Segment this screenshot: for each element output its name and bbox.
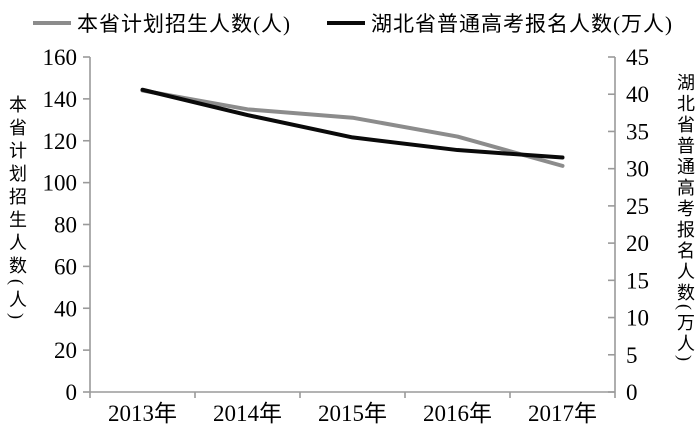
gray-line-swatch-icon: [33, 21, 71, 25]
x-category-label: 2016年: [423, 401, 492, 426]
left-tick-label: 80: [54, 213, 77, 238]
right-tick-label: 25: [626, 194, 649, 219]
legend-label: 本省计划招生人数(人): [77, 12, 291, 36]
left-tick-label: 100: [43, 171, 78, 196]
legend-label: 湖北省普通高考报名人数(万人): [371, 12, 673, 36]
right-tick-label: 15: [626, 268, 649, 293]
x-category-label: 2014年: [213, 401, 282, 426]
right-tick-label: 40: [626, 82, 649, 107]
x-category-label: 2013年: [108, 401, 177, 426]
right-axis-title: 湖北省普通高考报名人数(万人): [675, 73, 695, 364]
left-tick-label: 40: [54, 296, 77, 321]
right-tick-label: 0: [626, 380, 638, 405]
left-axis-title: 本省计划招生人数(人): [7, 95, 27, 324]
right-tick-label: 20: [626, 231, 649, 256]
legend-item-planned-enrollment: 本省计划招生人数(人): [33, 8, 291, 38]
left-tick-label: 140: [43, 87, 78, 112]
chart-legend: 本省计划招生人数(人) 湖北省普通高考报名人数(万人): [33, 8, 673, 38]
right-tick-label: 35: [626, 119, 649, 144]
series-line-0: [140, 88, 565, 168]
x-category-label: 2017年: [528, 401, 597, 426]
legend-item-exam-registrants: 湖北省普通高考报名人数(万人): [327, 8, 673, 38]
black-line-swatch-icon: [327, 21, 365, 25]
left-tick-label: 160: [43, 45, 78, 70]
right-tick-label: 10: [626, 306, 649, 331]
series-line-1: [140, 87, 565, 160]
x-category-label: 2015年: [318, 401, 387, 426]
right-tick-label: 5: [626, 343, 638, 368]
left-tick-label: 0: [66, 380, 78, 405]
right-tick-label: 30: [626, 157, 649, 182]
left-tick-label: 20: [54, 338, 77, 363]
left-tick-label: 60: [54, 254, 77, 279]
right-tick-label: 45: [626, 45, 649, 70]
left-tick-label: 120: [43, 129, 78, 154]
